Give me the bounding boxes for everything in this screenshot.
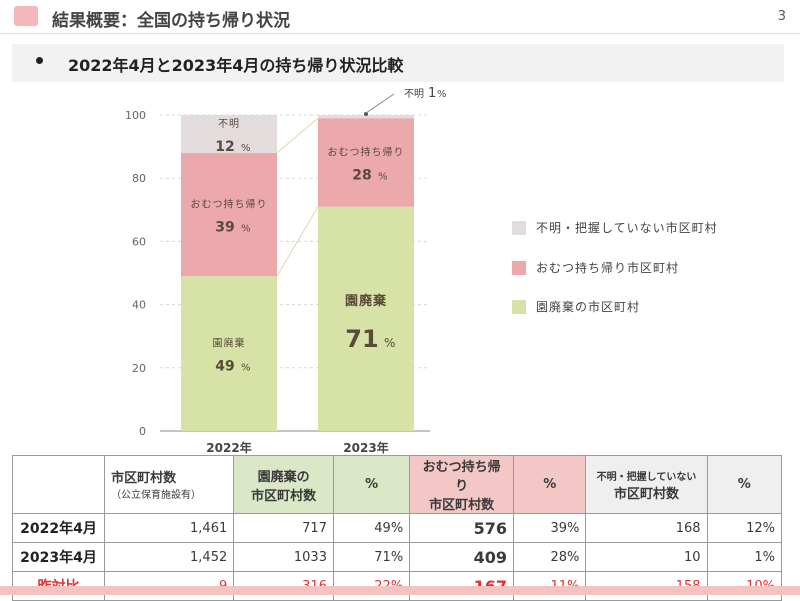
bar-segment — [181, 152, 277, 277]
subtitle-band: 2022年4月と2023年4月の持ち帰り状況比較 — [12, 44, 784, 82]
table-cell: 1,452 — [104, 542, 235, 572]
x-tick-label: 2023年 — [343, 440, 388, 455]
percent-unit-label: % — [241, 363, 251, 374]
bar-segment — [181, 115, 277, 153]
segment-value-label: 71 — [345, 325, 378, 353]
legend-swatch-takehome — [512, 260, 526, 275]
bar-segment — [318, 115, 414, 119]
header-blank-cell — [11, 455, 106, 514]
y-tick-label: 80 — [132, 172, 146, 185]
header-takehome-count: おむつ持ち帰り 市区町村数 — [409, 455, 515, 514]
slide-title: 結果概要：全国の持ち帰り状況 — [52, 11, 290, 31]
legend-label-unknown: 不明・把握していない市区町村 — [536, 221, 718, 235]
header-takehome-pct: % — [513, 455, 587, 514]
header-disposal-line1: 園廃棄の — [257, 469, 310, 485]
segment-name-label: 園廃棄 — [213, 337, 246, 350]
bar-segment — [318, 118, 414, 207]
legend-label-disposal: 園廃棄の市区町村 — [536, 300, 641, 314]
bullet-icon — [36, 57, 43, 64]
bar-segment — [181, 276, 277, 431]
segment-value-label: 28 — [352, 167, 371, 183]
chart-subtitle: 2022年4月と2023年4月の持ち帰り状況比較 — [68, 56, 404, 75]
header-unknown-pct: % — [706, 455, 783, 514]
table-cell: 1,461 — [104, 513, 235, 543]
header-municipalities-line1: 市区町村数 — [111, 471, 177, 486]
comparison-table: 市区町村数 （公立保育施設有） 園廃棄の 市区町村数 % おむつ持ち帰り 市区町… — [11, 455, 783, 601]
footer-band — [0, 586, 800, 595]
header-disposal-pct: % — [332, 455, 411, 514]
segment-value-label: 39 — [215, 220, 234, 236]
y-tick-label: 40 — [132, 299, 146, 312]
legend-swatch-disposal — [512, 299, 526, 314]
y-tick-label: 100 — [125, 109, 146, 122]
percent-unit-label: % — [384, 336, 395, 350]
table-cell: 1% — [706, 542, 783, 572]
percent-unit-label: % — [241, 143, 251, 154]
table-cell: 409 — [409, 542, 515, 572]
header-unknown-line1: 不明・把握していない — [596, 471, 697, 483]
table-header-row: 市区町村数 （公立保育施設有） 園廃棄の 市区町村数 % おむつ持ち帰り 市区町… — [11, 455, 783, 514]
slide-header: 結果概要：全国の持ち帰り状況 3 — [0, 0, 800, 36]
table-cell: 71% — [332, 542, 411, 572]
legend-item-disposal: 園廃棄の市区町村 — [512, 298, 640, 315]
percent-unit-label: % — [378, 171, 388, 182]
legend-label-takehome: おむつ持ち帰り市区町村 — [536, 261, 680, 275]
header-disposal-count: 園廃棄の 市区町村数 — [233, 455, 334, 514]
header-unknown-line2: 市区町村数 — [613, 486, 679, 502]
header-takehome-line2: 市区町村数 — [429, 498, 495, 513]
table-cell: 1033 — [233, 542, 334, 572]
table-cell: 10 — [585, 542, 708, 572]
header-municipalities: 市区町村数 （公立保育施設有） — [104, 455, 235, 514]
bar-segment — [318, 206, 414, 431]
segment-value-label: 49 — [215, 359, 234, 375]
leader-dot — [364, 112, 368, 116]
segment-value-label: 12 — [215, 139, 234, 155]
percent-unit-label: % — [437, 89, 447, 100]
percent-unit-label: % — [241, 224, 251, 235]
table-cell: 576 — [409, 513, 515, 543]
header-accent-square — [14, 6, 38, 26]
segment-name-label: 園廃棄 — [345, 293, 387, 309]
table-cell: 28% — [513, 542, 587, 572]
row-label: 2022年4月 — [11, 513, 106, 543]
legend-item-unknown: 不明・把握していない市区町村 — [512, 219, 718, 236]
y-tick-label: 20 — [132, 362, 146, 375]
segment-name-label: おむつ持ち帰り — [328, 145, 405, 158]
legend-item-takehome: おむつ持ち帰り市区町村 — [512, 259, 679, 276]
table-row-2022: 2022年4月 1,461 717 49% 576 39% 168 12% — [11, 513, 783, 543]
y-tick-label: 60 — [132, 235, 146, 248]
header-takehome-line1: おむつ持ち帰り — [422, 460, 501, 494]
segment-value-label: 1 — [428, 86, 436, 101]
row-label: 2023年4月 — [11, 542, 106, 572]
stacked-bar-chart: 0 20 40 60 80 100 2022年 2023年 園廃棄 49 % 園廃棄 71 % おむつ持ち帰… — [125, 86, 447, 455]
table-cell: 49% — [332, 513, 411, 543]
leader-line — [365, 93, 395, 114]
table-cell: 39% — [513, 513, 587, 543]
header-divider — [0, 33, 800, 34]
y-tick-label: 0 — [139, 425, 146, 438]
header-disposal-line2: 市区町村数 — [251, 488, 317, 504]
table-row-2023: 2023年4月 1,452 1033 71% 409 28% 10 1% — [11, 542, 783, 572]
legend-swatch-unknown — [512, 220, 526, 235]
connector-line — [276, 117, 319, 154]
page-number: 3 — [777, 9, 786, 24]
table-cell: 12% — [706, 513, 783, 543]
segment-name-label: おむつ持ち帰り — [191, 198, 268, 211]
header-municipalities-line2: （公立保育施設有） — [111, 490, 202, 501]
table-cell: 168 — [585, 513, 708, 543]
table-cell: 717 — [233, 513, 334, 543]
x-tick-label: 2022年 — [206, 440, 251, 455]
header-unknown-count: 不明・把握していない 市区町村数 — [585, 455, 708, 514]
segment-name-label: 不明 — [404, 88, 424, 100]
connector-line — [276, 206, 319, 277]
segment-name-label: 不明 — [218, 118, 240, 130]
